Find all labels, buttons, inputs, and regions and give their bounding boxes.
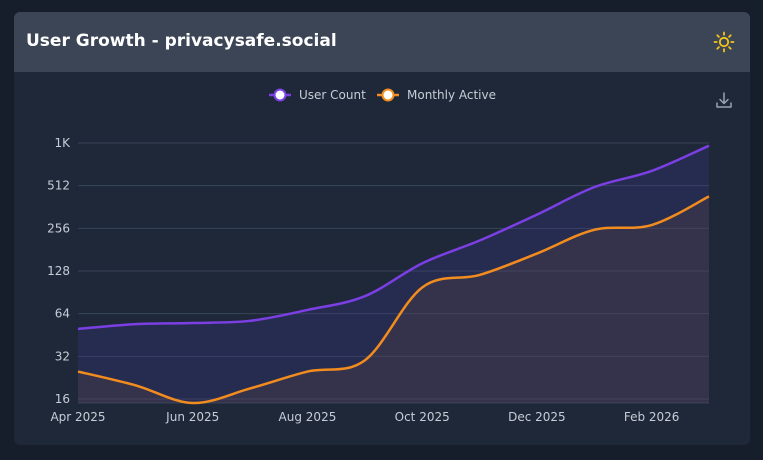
series-line-0[interactable] bbox=[77, 144, 710, 331]
legend-item[interactable]: Monthly Active bbox=[377, 88, 496, 102]
y-tick-label: 256 bbox=[47, 221, 70, 235]
y-tick-label: 32 bbox=[55, 349, 70, 363]
legend-marker bbox=[273, 88, 287, 102]
y-tick-label: 128 bbox=[47, 264, 70, 278]
y-axis-ticks: 16 32 64 128 256 512 1K bbox=[47, 136, 71, 406]
x-axis-ticks: Apr 2025 Jun 2025 Aug 2025 Oct 2025 Dec 2025… bbox=[50, 410, 679, 424]
series-area-0 bbox=[78, 145, 709, 403]
y-tick-label: 512 bbox=[47, 179, 70, 193]
chart-title: User Growth - privacysafe.social bbox=[26, 31, 337, 51]
x-tick-label: Aug 2025 bbox=[279, 410, 337, 424]
card-header: User Growth - privacysafe.social bbox=[14, 12, 750, 72]
x-tick-label: Jun 2025 bbox=[165, 410, 219, 424]
download-icon[interactable] bbox=[714, 90, 734, 110]
series-lines bbox=[77, 144, 710, 405]
x-tick-label: Dec 2025 bbox=[508, 410, 566, 424]
legend-marker bbox=[381, 88, 395, 102]
sun-icon[interactable] bbox=[712, 30, 736, 54]
series-areas bbox=[78, 145, 709, 404]
chart-card: User Growth - privacysafe.social bbox=[14, 12, 750, 445]
y-tick-label: 1K bbox=[54, 136, 71, 150]
x-tick-label: Feb 2026 bbox=[624, 410, 680, 424]
legend[interactable]: User Count Monthly Active bbox=[269, 88, 496, 102]
growth-chart: User Count Monthly Active 16 32 64 128 256 512… bbox=[47, 88, 710, 424]
y-tick-label: 64 bbox=[55, 307, 70, 321]
y-tick-label: 16 bbox=[55, 392, 70, 406]
legend-label: Monthly Active bbox=[407, 88, 496, 102]
series-line-1[interactable] bbox=[77, 195, 710, 405]
x-tick-label: Oct 2025 bbox=[395, 410, 450, 424]
legend-label: User Count bbox=[299, 88, 366, 102]
x-tick-label: Apr 2025 bbox=[50, 410, 105, 424]
legend-item[interactable]: User Count bbox=[269, 88, 366, 102]
